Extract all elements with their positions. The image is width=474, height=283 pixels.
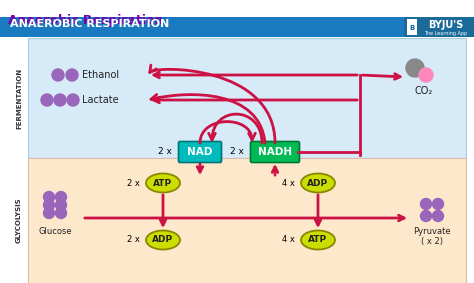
Ellipse shape (146, 173, 180, 192)
Text: 2 x: 2 x (127, 235, 140, 245)
Circle shape (44, 192, 55, 203)
Ellipse shape (301, 230, 335, 250)
Text: 4 x: 4 x (282, 235, 295, 245)
FancyArrowPatch shape (151, 95, 265, 143)
Text: Ethanol: Ethanol (82, 70, 119, 80)
FancyArrowPatch shape (150, 65, 275, 143)
Text: Lactate: Lactate (82, 95, 118, 105)
Ellipse shape (301, 173, 335, 192)
FancyBboxPatch shape (250, 142, 300, 162)
FancyArrowPatch shape (200, 122, 255, 143)
Circle shape (67, 94, 79, 106)
Text: 2 x: 2 x (230, 147, 244, 156)
Circle shape (55, 200, 66, 211)
Circle shape (420, 198, 431, 209)
Text: CO₂: CO₂ (415, 86, 433, 96)
Circle shape (44, 200, 55, 211)
Text: ATP: ATP (154, 179, 173, 188)
Text: ADP: ADP (308, 179, 328, 188)
Bar (28, 158, 466, 283)
Bar (404, 17, 474, 37)
Text: ATP: ATP (309, 235, 328, 245)
Text: The Learning App: The Learning App (424, 31, 467, 35)
Circle shape (432, 211, 444, 222)
Circle shape (55, 207, 66, 218)
Text: 4 x: 4 x (282, 179, 295, 188)
Text: 2 x: 2 x (127, 179, 140, 188)
Circle shape (44, 207, 55, 218)
Text: BYJU'S: BYJU'S (428, 20, 464, 30)
Circle shape (419, 68, 433, 82)
Circle shape (432, 198, 444, 209)
Text: B: B (410, 25, 415, 31)
Bar (0, 17, 474, 37)
Circle shape (52, 69, 64, 81)
Text: Anaerobic Respiration: Anaerobic Respiration (8, 14, 164, 27)
Circle shape (406, 59, 424, 77)
Circle shape (41, 94, 53, 106)
Bar (407, 19, 417, 35)
Text: FERMENTATION: FERMENTATION (16, 67, 22, 128)
FancyArrowPatch shape (209, 114, 262, 143)
Circle shape (54, 94, 66, 106)
Text: NAD: NAD (187, 147, 213, 157)
Bar (28, 38, 466, 158)
Text: GLYCOLYSIS: GLYCOLYSIS (16, 198, 22, 243)
Text: Glucose: Glucose (38, 227, 72, 236)
Text: ADP: ADP (153, 235, 173, 245)
FancyBboxPatch shape (179, 142, 221, 162)
Text: Pyruvate
( x 2): Pyruvate ( x 2) (413, 227, 451, 246)
Circle shape (55, 192, 66, 203)
Circle shape (66, 69, 78, 81)
Circle shape (420, 211, 431, 222)
Text: NADH: NADH (258, 147, 292, 157)
Text: ANAEROBIC RESPIRATION: ANAEROBIC RESPIRATION (10, 19, 169, 29)
Text: 2 x: 2 x (158, 147, 172, 156)
Ellipse shape (146, 230, 180, 250)
